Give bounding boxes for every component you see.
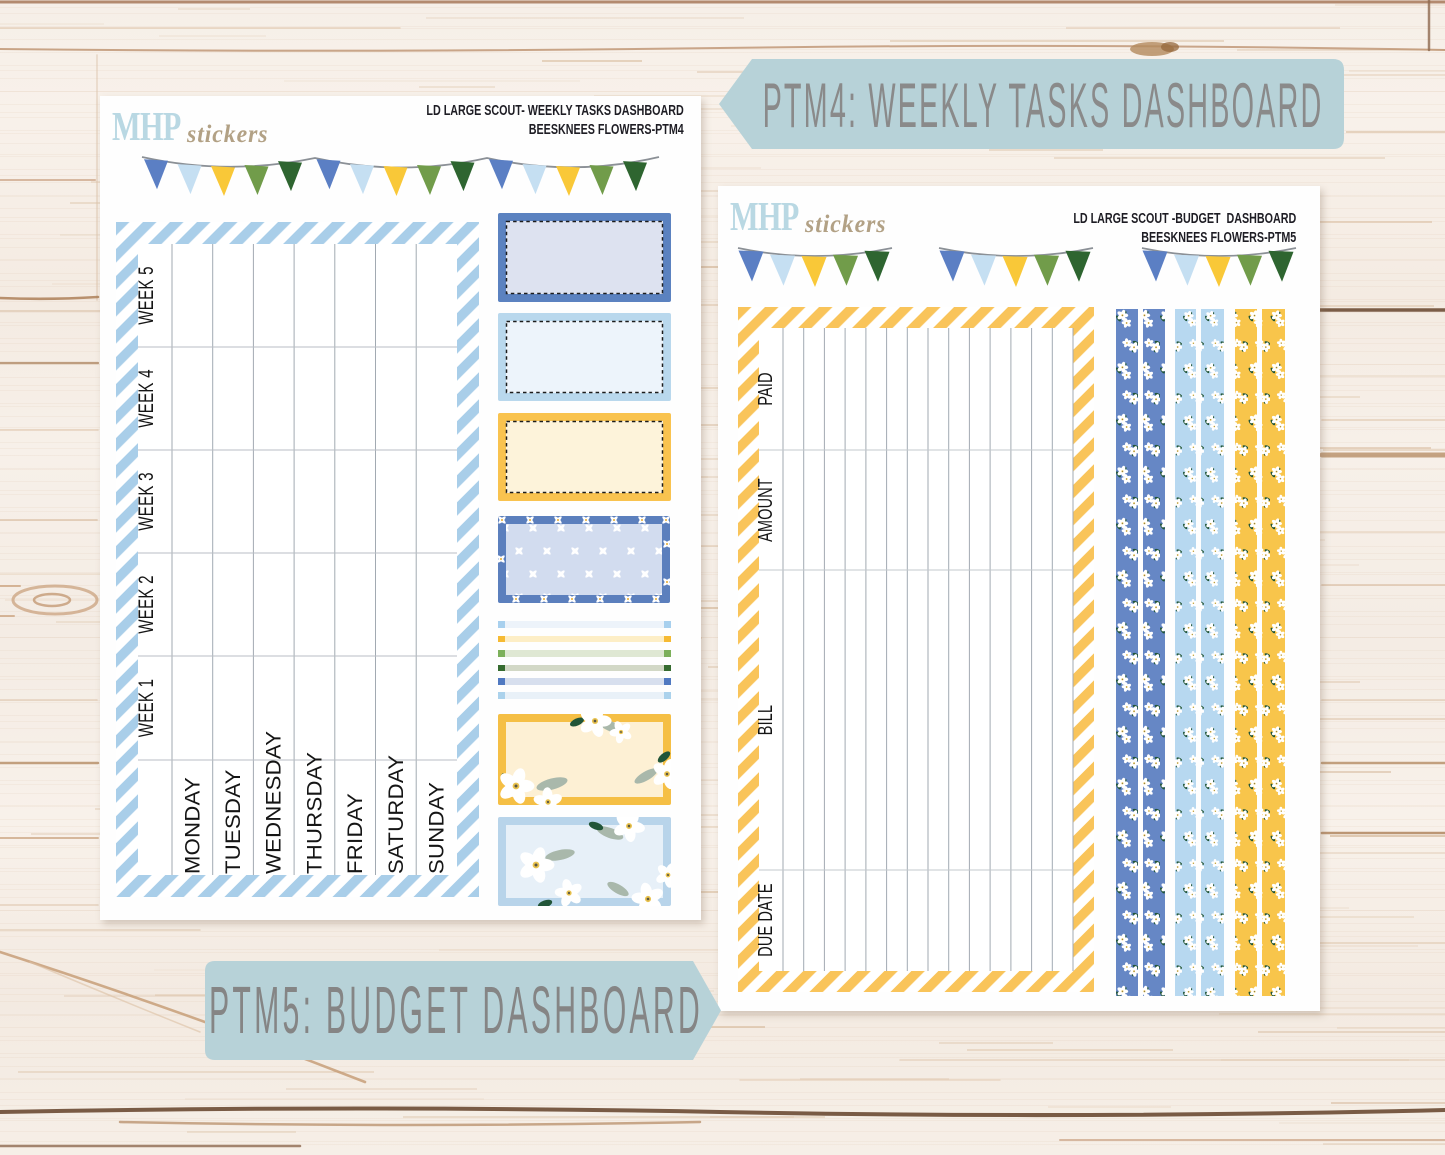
- svg-text:SATURDAY: SATURDAY: [384, 755, 407, 874]
- svg-text:FRIDAY: FRIDAY: [344, 793, 367, 874]
- svg-text:WEEK 2: WEEK 2: [133, 575, 157, 633]
- svg-text:WEEK 3: WEEK 3: [133, 472, 157, 530]
- svg-text:WEDNESDAY: WEDNESDAY: [262, 731, 285, 874]
- svg-text:BILL: BILL: [754, 705, 777, 736]
- svg-text:THURSDAY: THURSDAY: [303, 752, 326, 874]
- svg-text:PAID: PAID: [754, 372, 777, 405]
- svg-text:AMOUNT: AMOUNT: [754, 478, 777, 542]
- svg-text:PTM4: WEEKLY TASKS DASHBOARD: PTM4: WEEKLY TASKS DASHBOARD: [763, 72, 1324, 141]
- svg-text:SUNDAY: SUNDAY: [425, 782, 448, 874]
- svg-text:DUE DATE: DUE DATE: [754, 883, 777, 956]
- svg-text:WEEK 5: WEEK 5: [133, 266, 157, 324]
- svg-text:WEEK 4: WEEK 4: [133, 369, 157, 427]
- svg-text:PTM5: BUDGET DASHBOARD: PTM5: BUDGET DASHBOARD: [209, 973, 703, 1048]
- svg-text:TUESDAY: TUESDAY: [221, 769, 244, 874]
- svg-text:MONDAY: MONDAY: [181, 777, 204, 874]
- svg-text:WEEK 1: WEEK 1: [133, 679, 157, 737]
